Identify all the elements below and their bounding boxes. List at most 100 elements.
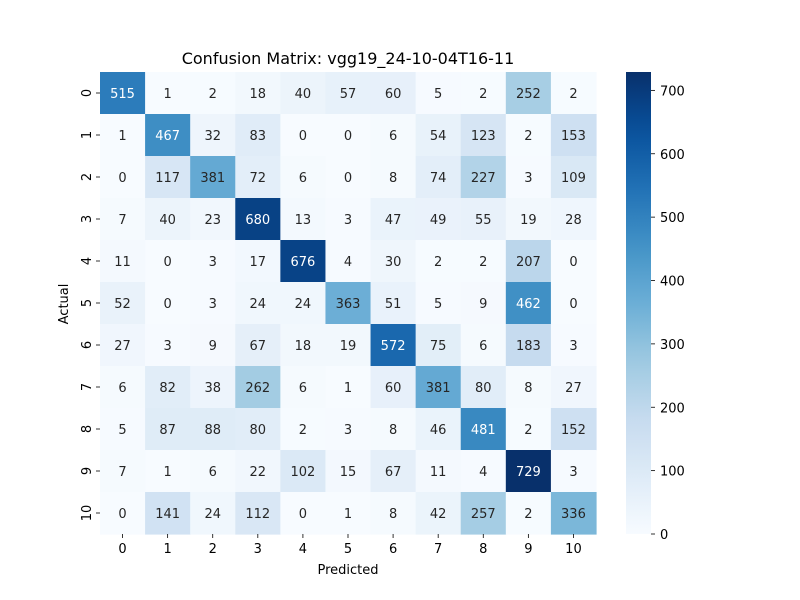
- cell-value-label: 30: [385, 255, 402, 270]
- heatmap-cell: [550, 324, 597, 367]
- heatmap-cell: [235, 408, 281, 451]
- x-axis-label: Predicted: [317, 563, 378, 578]
- colorbar-tick-label: 100: [660, 465, 685, 480]
- heatmap-cell: [235, 366, 281, 409]
- cell-value-label: 0: [299, 129, 307, 144]
- heatmap-cell: [370, 72, 417, 115]
- cell-value-label: 729: [516, 465, 541, 480]
- heatmap-cell: [550, 240, 597, 283]
- cell-value-label: 9: [479, 297, 487, 312]
- heatmap-cell: [325, 450, 372, 493]
- heatmap-cell: [325, 72, 372, 115]
- heatmap-cell: [415, 198, 462, 241]
- cell-value-label: 19: [340, 339, 357, 354]
- cell-value-label: 80: [475, 381, 492, 396]
- heatmap-cell: [460, 156, 507, 199]
- cell-value-label: 109: [561, 171, 586, 186]
- heatmap-cell: [505, 198, 552, 241]
- cell-value-label: 32: [204, 129, 221, 144]
- x-tick-label: 10: [565, 542, 582, 557]
- colorbar-gradient: [626, 72, 651, 534]
- heatmap-cell: [280, 450, 327, 493]
- cell-value-label: 8: [389, 171, 397, 186]
- heatmap-cell: [325, 366, 372, 409]
- heatmap-cell: [190, 450, 236, 493]
- heatmap-cell: [190, 198, 236, 241]
- heatmap-cell: [415, 282, 462, 325]
- cell-value-label: 74: [430, 171, 447, 186]
- heatmap-cell: [460, 198, 507, 241]
- cell-value-label: 462: [516, 297, 541, 312]
- heatmap-cell: [370, 198, 417, 241]
- cell-value-label: 0: [344, 171, 352, 186]
- cell-value-label: 515: [110, 87, 135, 102]
- heatmap-cell: [100, 156, 146, 199]
- cell-value-label: 0: [569, 255, 577, 270]
- cell-value-label: 27: [114, 339, 131, 354]
- cell-value-label: 13: [295, 213, 312, 228]
- heatmap-cell: [550, 156, 597, 199]
- colorbar-tick-label: 300: [660, 338, 685, 353]
- heatmap-cell: [370, 324, 417, 367]
- cell-value-label: 7: [118, 213, 126, 228]
- x-tick-label: 2: [209, 542, 217, 557]
- heatmap-cell: [550, 198, 597, 241]
- cell-value-label: 2: [524, 507, 532, 522]
- y-tick-label: 3: [80, 215, 95, 223]
- cell-value-label: 15: [340, 465, 357, 480]
- heatmap-cell: [100, 324, 146, 367]
- cell-value-label: 123: [471, 129, 496, 144]
- colorbar-tick-label: 0: [660, 528, 668, 543]
- heatmap-cell: [100, 492, 146, 535]
- cell-value-label: 252: [516, 87, 541, 102]
- heatmap-cell: [235, 240, 281, 283]
- cell-value-label: 3: [524, 171, 532, 186]
- cell-value-label: 2: [479, 87, 487, 102]
- heatmap-cell: [550, 366, 597, 409]
- heatmap-cell: [235, 450, 281, 493]
- heatmap-cell: [550, 492, 597, 535]
- y-tick-label: 2: [80, 173, 95, 181]
- heatmap-cell: [100, 198, 146, 241]
- heatmap-cell: [460, 324, 507, 367]
- cell-value-label: 6: [299, 171, 307, 186]
- cell-value-label: 0: [569, 297, 577, 312]
- cell-value-label: 153: [561, 129, 586, 144]
- heatmap-cell: [190, 324, 236, 367]
- cell-value-label: 2: [479, 255, 487, 270]
- cell-value-label: 4: [344, 255, 352, 270]
- heatmap-cell: [235, 114, 281, 157]
- cell-value-label: 262: [245, 381, 270, 396]
- heatmap-cell: [190, 492, 236, 535]
- cell-value-label: 3: [569, 339, 577, 354]
- heatmap-cell: [280, 408, 327, 451]
- heatmap-cell: [145, 114, 191, 157]
- y-tick-label: 5: [80, 299, 95, 307]
- cell-value-label: 0: [118, 171, 126, 186]
- cell-value-label: 24: [204, 507, 221, 522]
- heatmap-cell: [280, 156, 327, 199]
- heatmap-cell: [460, 240, 507, 283]
- cell-value-label: 46: [430, 423, 447, 438]
- cell-value-label: 38: [204, 381, 221, 396]
- heatmap-cell: [550, 114, 597, 157]
- cell-value-label: 3: [344, 213, 352, 228]
- cell-value-label: 4: [479, 465, 487, 480]
- cell-value-label: 207: [516, 255, 541, 270]
- cell-value-label: 72: [250, 171, 267, 186]
- heatmap-cell: [190, 366, 236, 409]
- cell-value-label: 60: [385, 381, 402, 396]
- y-tick-label: 10: [80, 505, 95, 522]
- cell-value-label: 3: [163, 339, 171, 354]
- y-tick-label: 9: [80, 467, 95, 475]
- heatmap-cell: [550, 282, 597, 325]
- heatmap-cell: [190, 240, 236, 283]
- heatmap-cell: [460, 72, 507, 115]
- colorbar-tick-label: 600: [660, 148, 685, 163]
- heatmap-cell: [325, 114, 372, 157]
- heatmap-cell: [550, 450, 597, 493]
- cell-value-label: 6: [299, 381, 307, 396]
- heatmap-cell: [460, 282, 507, 325]
- heatmap-cell: [370, 156, 417, 199]
- cell-value-label: 112: [245, 507, 270, 522]
